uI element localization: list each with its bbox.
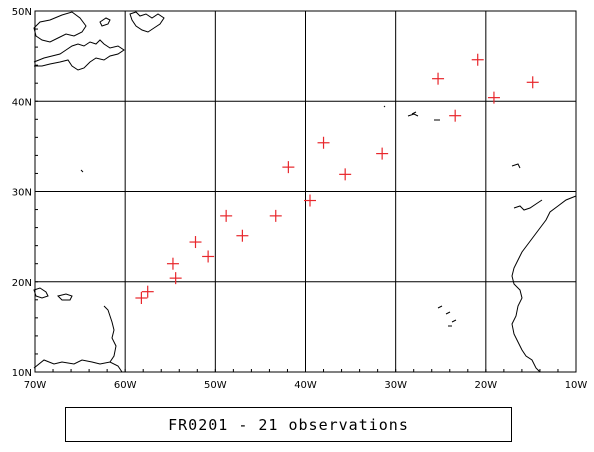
observation-marker: [487, 91, 500, 104]
x-tick-label: 10W: [565, 380, 588, 391]
observation-markers: [135, 53, 539, 304]
gridlines: [35, 11, 576, 372]
south-america-coast: [33, 359, 123, 373]
observation-marker: [141, 285, 154, 298]
observation-marker: [282, 161, 295, 174]
canary-islands: [513, 199, 543, 211]
axis-tick-labels: 70W 60W 50W 40W 30W 20W 10W 10N 20N 30N 40N 50N: [12, 7, 588, 391]
y-tick-label: 30N: [12, 188, 32, 199]
caption-box: FR0201 - 21 observations: [65, 407, 512, 442]
caribbean-cuba: [33, 287, 49, 299]
observation-marker: [304, 194, 317, 207]
observation-marker: [471, 53, 484, 66]
y-tick-label: 40N: [12, 97, 32, 108]
y-tick-label: 50N: [12, 7, 32, 18]
observation-marker: [220, 209, 233, 222]
x-tick-label: 40W: [294, 380, 317, 391]
madeira-islands: [511, 163, 521, 169]
y-tick-label: 10N: [12, 368, 32, 379]
x-tick-label: 20W: [475, 380, 498, 391]
africa-coast: [511, 195, 577, 373]
observation-marker: [236, 229, 249, 242]
observation-marker: [449, 109, 462, 122]
observation-marker: [169, 272, 182, 285]
labrador-coast: [129, 11, 165, 33]
maritimes-coast: [33, 39, 125, 71]
caribbean-antilles: [103, 305, 117, 363]
observation-marker: [376, 147, 389, 160]
newfoundland-coast: [33, 11, 87, 43]
cape-verde-islands: [437, 305, 457, 327]
minor-ticks: [34, 10, 577, 373]
observation-marker: [202, 250, 215, 263]
observation-marker: [432, 72, 445, 85]
x-tick-label: 60W: [114, 380, 137, 391]
observation-marker: [269, 209, 282, 222]
observation-marker: [339, 168, 352, 181]
island-dot: [383, 105, 386, 108]
caption-text: FR0201 - 21 observations: [168, 415, 409, 434]
observation-marker: [189, 236, 202, 249]
y-tick-label: 20N: [12, 278, 32, 289]
x-tick-label: 50W: [204, 380, 227, 391]
x-tick-label: 30W: [384, 380, 407, 391]
azores-islands: [407, 111, 440, 121]
caribbean-hispaniola: [57, 293, 73, 301]
observation-marker: [166, 257, 179, 270]
x-tick-label: 70W: [24, 380, 47, 391]
bermuda-dot: [80, 169, 84, 173]
observation-marker: [317, 136, 330, 149]
nova-scotia-coast: [99, 17, 111, 27]
coastlines: [33, 11, 577, 373]
observation-marker: [135, 291, 148, 304]
observation-marker: [526, 76, 539, 89]
